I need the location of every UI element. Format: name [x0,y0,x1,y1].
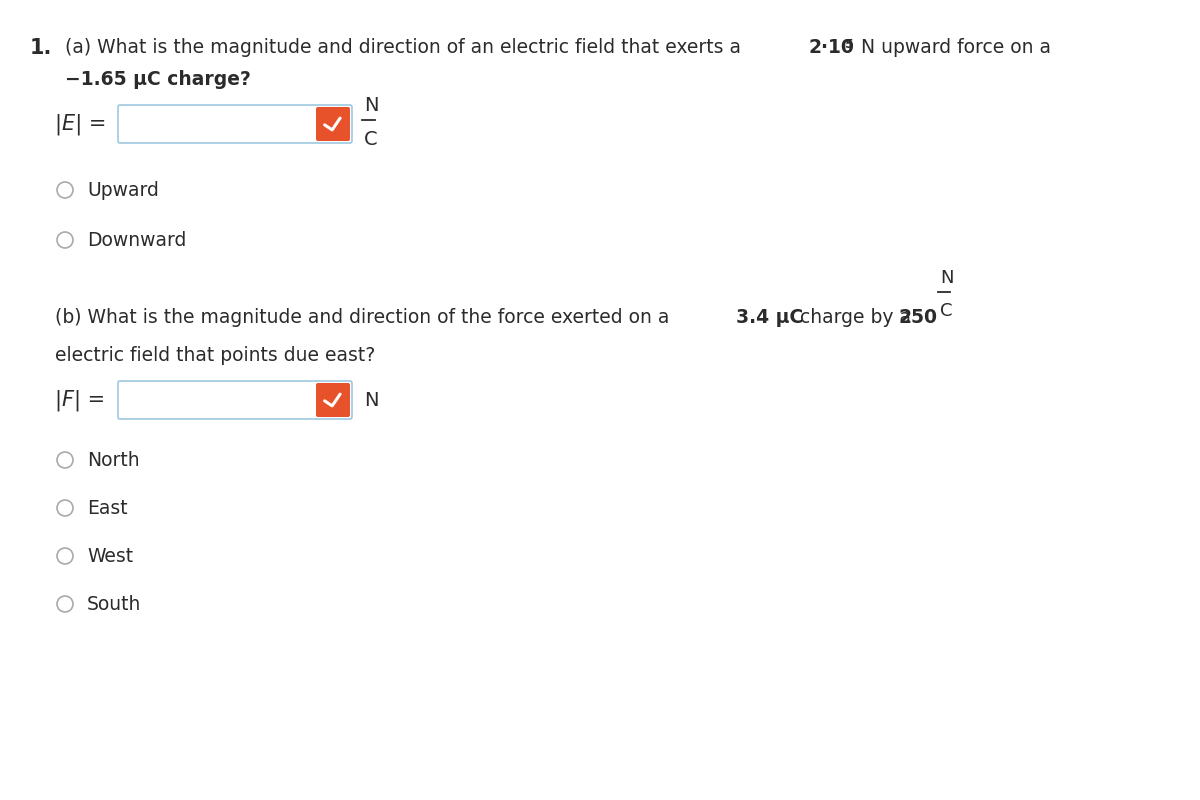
Text: Downward: Downward [88,230,186,250]
Text: (a) What is the magnitude and direction of an electric field that exerts a: (a) What is the magnitude and direction … [65,38,746,57]
Text: C: C [364,130,378,149]
FancyBboxPatch shape [118,381,352,419]
Text: (b) What is the magnitude and direction of the force exerted on a: (b) What is the magnitude and direction … [55,308,676,327]
FancyBboxPatch shape [316,107,350,141]
Text: West: West [88,546,133,566]
Text: East: East [88,498,127,518]
Text: 1.: 1. [30,38,53,58]
Text: charge by a: charge by a [794,308,917,327]
Text: 3.4 μC: 3.4 μC [736,308,803,327]
Text: 250: 250 [898,308,937,327]
Text: 2·10: 2·10 [808,38,854,57]
Text: N upward force on a: N upward force on a [854,38,1051,57]
Text: −1.65 μC charge?: −1.65 μC charge? [65,70,251,89]
FancyBboxPatch shape [316,383,350,417]
Text: N: N [940,269,954,287]
Text: N: N [364,96,378,115]
Text: Upward: Upward [88,181,158,199]
Text: North: North [88,450,139,470]
Text: South: South [88,594,142,614]
Text: C: C [940,302,953,320]
Text: |E| =: |E| = [55,114,107,134]
Text: |F| =: |F| = [55,390,106,410]
Text: electric field that points due east?: electric field that points due east? [55,346,376,365]
FancyBboxPatch shape [118,105,352,143]
Text: 5: 5 [845,38,853,51]
Text: N: N [364,390,378,410]
